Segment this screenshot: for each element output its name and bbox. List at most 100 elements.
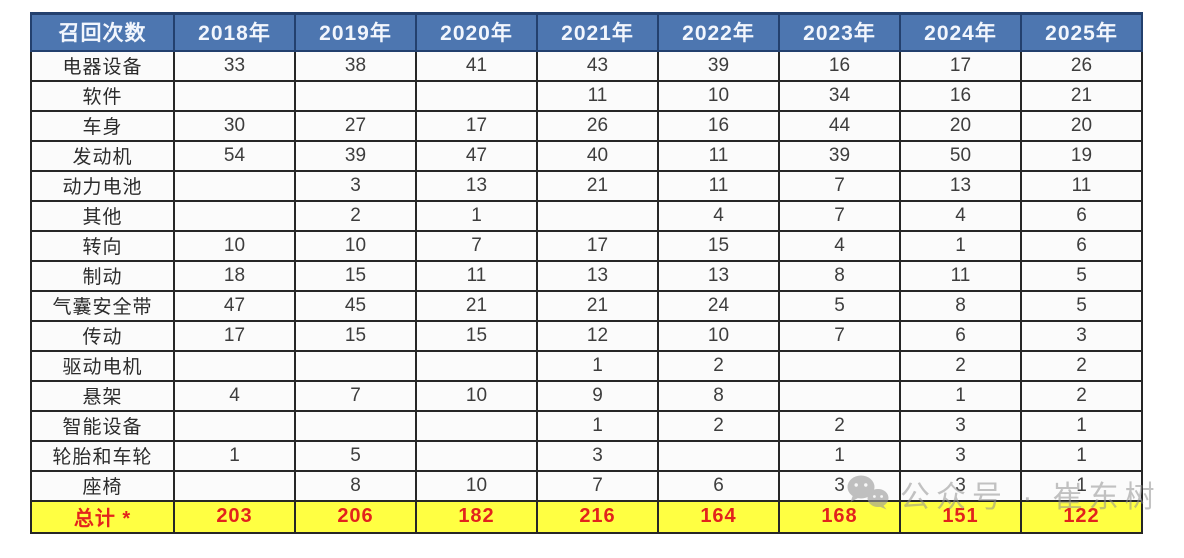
- value-cell: 2: [657, 349, 780, 382]
- column-header: 2022年: [657, 12, 780, 52]
- value-cell: 10: [657, 79, 780, 112]
- table-row: 传动 17 15 15 12 10 7 6 3: [30, 319, 1143, 352]
- value-cell: [173, 349, 296, 382]
- column-header: 2020年: [415, 12, 538, 52]
- value-cell: 7: [778, 169, 901, 202]
- table-body: 电器设备 33 38 41 43 39 16 17 26 软件 11 10 34 16 21 车身 30 27 17…: [30, 49, 1143, 534]
- value-cell: 1: [899, 229, 1022, 262]
- value-cell: 44: [778, 109, 901, 142]
- table-row: 发动机 54 39 47 40 11 39 50 19: [30, 139, 1143, 172]
- value-cell: 15: [294, 319, 417, 352]
- value-cell: 20: [1020, 109, 1143, 142]
- value-cell: [173, 169, 296, 202]
- category-cell: 座椅: [30, 469, 175, 502]
- table-row: 制动 18 15 11 13 13 8 11 5: [30, 259, 1143, 292]
- value-cell: 10: [415, 469, 538, 502]
- value-cell: 8: [294, 469, 417, 502]
- value-cell: 15: [415, 319, 538, 352]
- value-cell: [173, 409, 296, 442]
- value-cell: 11: [536, 79, 659, 112]
- value-cell: 30: [173, 109, 296, 142]
- value-cell: 19: [1020, 139, 1143, 172]
- value-cell: 21: [536, 289, 659, 322]
- value-cell: 54: [173, 139, 296, 172]
- value-cell: 40: [536, 139, 659, 172]
- value-cell: 21: [536, 169, 659, 202]
- table-row: 智能设备 1 2 2 3 1: [30, 409, 1143, 442]
- value-cell: [173, 79, 296, 112]
- value-cell: [536, 199, 659, 232]
- value-cell: 10: [415, 379, 538, 412]
- table-row: 动力电池 3 13 21 11 7 13 11: [30, 169, 1143, 202]
- total-value-cell: 164: [657, 499, 780, 534]
- value-cell: 6: [657, 469, 780, 502]
- value-cell: 3: [899, 439, 1022, 472]
- value-cell: 4: [899, 199, 1022, 232]
- value-cell: 27: [294, 109, 417, 142]
- value-cell: [778, 349, 901, 382]
- category-cell: 软件: [30, 79, 175, 112]
- value-cell: [778, 379, 901, 412]
- value-cell: 9: [536, 379, 659, 412]
- category-cell: 车身: [30, 109, 175, 142]
- value-cell: 16: [778, 49, 901, 82]
- category-cell: 轮胎和车轮: [30, 439, 175, 472]
- value-cell: 3: [778, 469, 901, 502]
- table-row: 驱动电机 1 2 2 2: [30, 349, 1143, 382]
- value-cell: 26: [1020, 49, 1143, 82]
- value-cell: [294, 79, 417, 112]
- column-header: 2025年: [1020, 12, 1143, 52]
- header-row: 召回次数 2018年 2019年 2020年 2021年 2022年 2023年 2024年 2…: [30, 12, 1143, 52]
- value-cell: 34: [778, 79, 901, 112]
- value-cell: 10: [657, 319, 780, 352]
- value-cell: 4: [778, 229, 901, 262]
- value-cell: 16: [899, 79, 1022, 112]
- value-cell: 1: [536, 349, 659, 382]
- category-cell: 智能设备: [30, 409, 175, 442]
- value-cell: 5: [1020, 289, 1143, 322]
- category-cell: 传动: [30, 319, 175, 352]
- category-cell: 电器设备: [30, 49, 175, 82]
- total-label-cell: 总计 *: [30, 499, 175, 534]
- table-row: 软件 11 10 34 16 21: [30, 79, 1143, 112]
- column-header: 2024年: [899, 12, 1022, 52]
- value-cell: [415, 439, 538, 472]
- value-cell: 1: [1020, 469, 1143, 502]
- value-cell: 24: [657, 289, 780, 322]
- total-row: 总计 * 203 206 182 216 164 168 151 122: [30, 499, 1143, 534]
- category-cell: 驱动电机: [30, 349, 175, 382]
- corner-header: 召回次数: [30, 12, 175, 52]
- value-cell: 2: [1020, 349, 1143, 382]
- value-cell: 11: [657, 169, 780, 202]
- value-cell: 8: [657, 379, 780, 412]
- value-cell: 47: [173, 289, 296, 322]
- column-header: 2018年: [173, 12, 296, 52]
- value-cell: 18: [173, 259, 296, 292]
- value-cell: 13: [415, 169, 538, 202]
- value-cell: 16: [657, 109, 780, 142]
- value-cell: 17: [173, 319, 296, 352]
- value-cell: 7: [778, 319, 901, 352]
- value-cell: 1: [899, 379, 1022, 412]
- value-cell: 1: [536, 409, 659, 442]
- category-cell: 动力电池: [30, 169, 175, 202]
- value-cell: 33: [173, 49, 296, 82]
- value-cell: 13: [657, 259, 780, 292]
- value-cell: 7: [778, 199, 901, 232]
- value-cell: 21: [1020, 79, 1143, 112]
- value-cell: [173, 469, 296, 502]
- total-value-cell: 182: [415, 499, 538, 534]
- value-cell: 1: [173, 439, 296, 472]
- value-cell: 3: [899, 469, 1022, 502]
- value-cell: 3: [536, 439, 659, 472]
- value-cell: 1: [778, 439, 901, 472]
- value-cell: 2: [899, 349, 1022, 382]
- category-cell: 制动: [30, 259, 175, 292]
- value-cell: 4: [657, 199, 780, 232]
- value-cell: 26: [536, 109, 659, 142]
- value-cell: 12: [536, 319, 659, 352]
- value-cell: 41: [415, 49, 538, 82]
- value-cell: 8: [778, 259, 901, 292]
- value-cell: 39: [294, 139, 417, 172]
- value-cell: 13: [899, 169, 1022, 202]
